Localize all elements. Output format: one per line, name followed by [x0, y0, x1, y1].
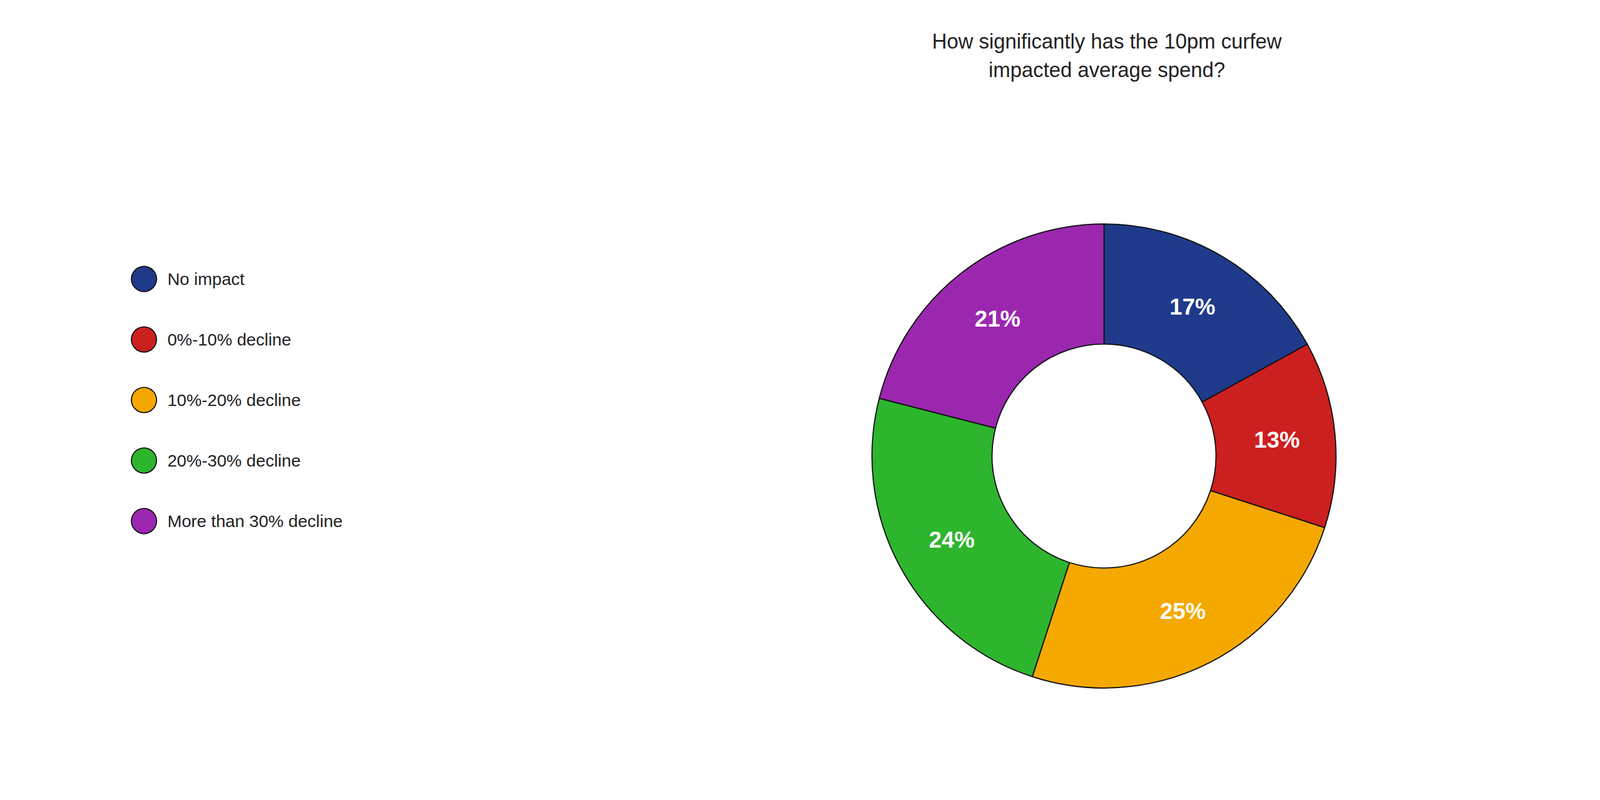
svg-text:17%: 17%: [1169, 294, 1216, 320]
svg-text:0%-10% decline: 0%-10% decline: [167, 330, 292, 349]
svg-text:20%-30% decline: 20%-30% decline: [167, 451, 301, 470]
svg-text:21%: 21%: [974, 306, 1021, 332]
svg-text:25%: 25%: [1159, 598, 1206, 624]
svg-text:How significantly has the 10pm: How significantly has the 10pm curfew: [931, 29, 1282, 54]
svg-text:impacted average spend?: impacted average spend?: [988, 58, 1225, 82]
svg-text:10%-20% decline: 10%-20% decline: [167, 390, 301, 410]
svg-text:More than 30% decline: More than 30% decline: [167, 511, 343, 531]
svg-text:No impact: No impact: [167, 269, 245, 289]
svg-text:24%: 24%: [929, 527, 975, 553]
svg-text:13%: 13%: [1253, 427, 1300, 453]
